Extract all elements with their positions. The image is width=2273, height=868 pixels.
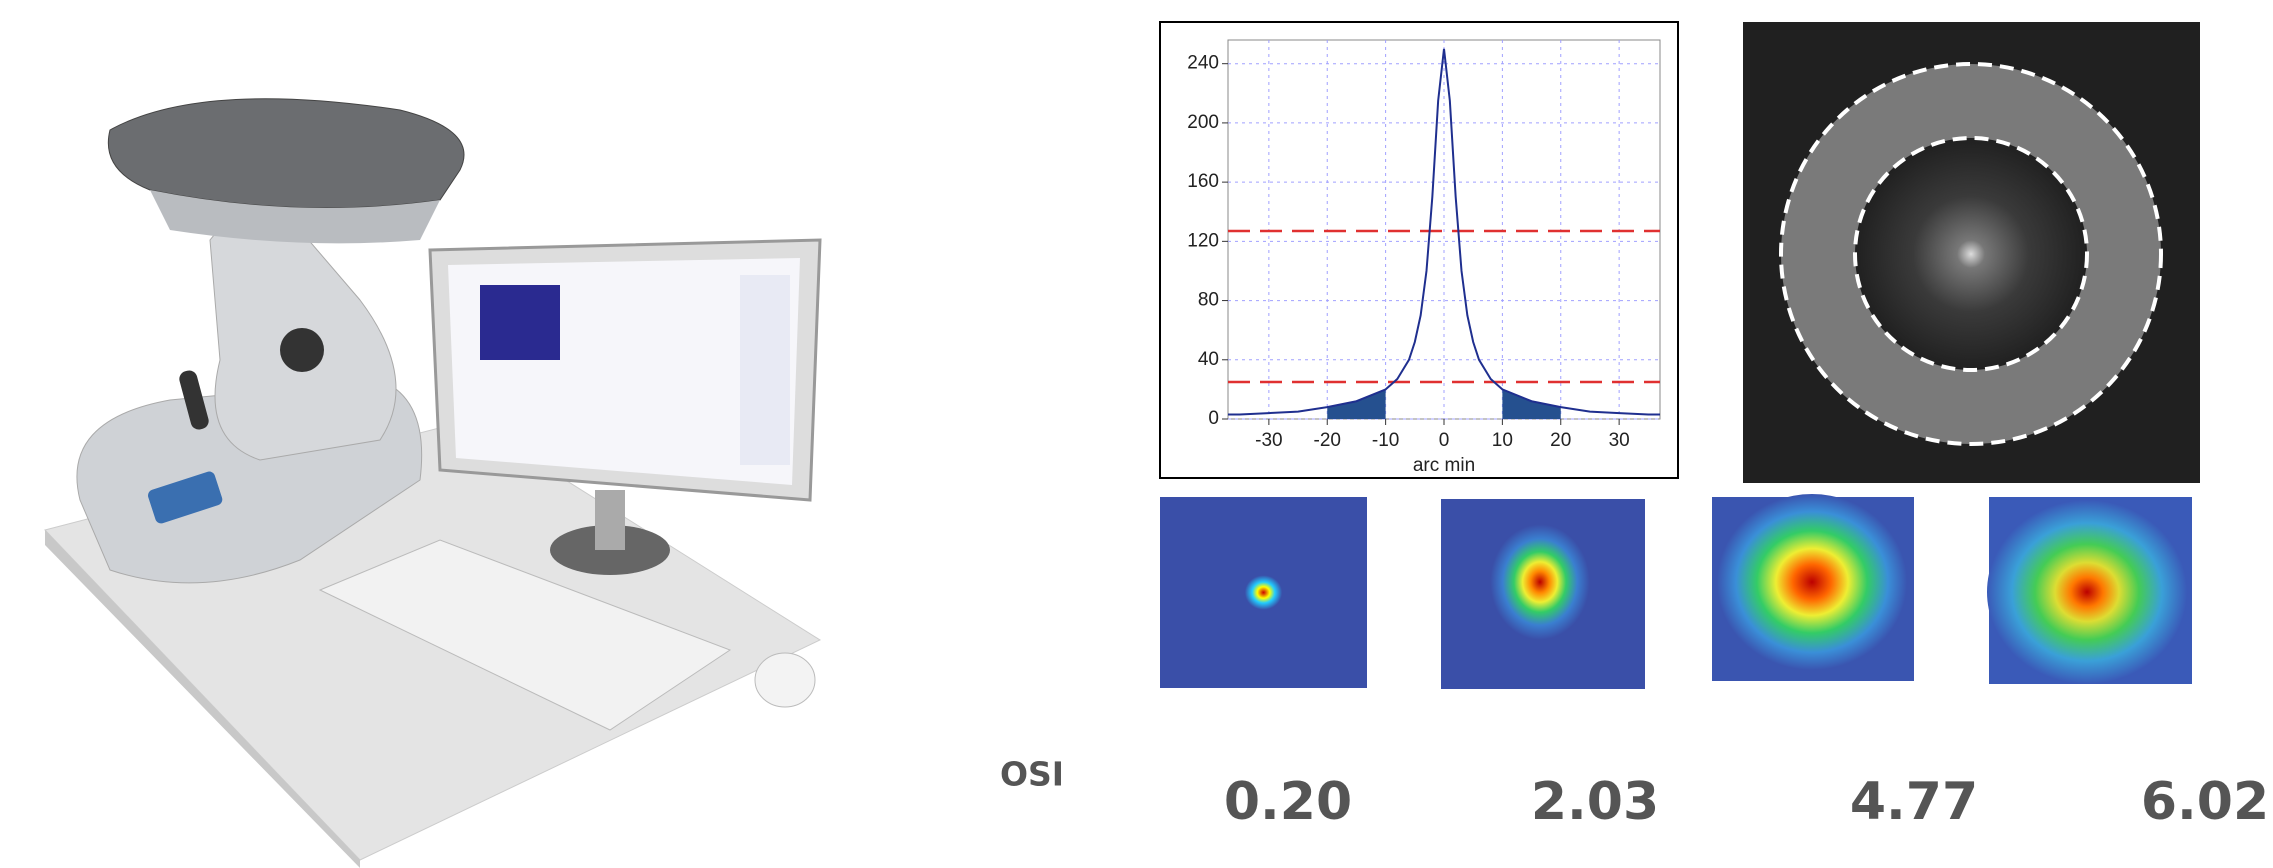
psf-images <box>1160 494 2192 689</box>
line <box>1228 48 1660 416</box>
x-tick-label: -20 <box>1314 430 1341 451</box>
chart-frame <box>1159 21 1679 479</box>
y-tick-label: 80 <box>1198 290 1219 311</box>
osi-value: 4.77 <box>1850 772 1978 832</box>
x-axis-label: arc min <box>1413 455 1475 476</box>
device-photo <box>44 98 822 868</box>
plot: 0 40 80 120 160 200 240 -30 -20 -10 0 10 20 30 <box>1187 40 1660 451</box>
x-tick-label: -30 <box>1255 430 1282 451</box>
x-tick-label: 20 <box>1550 430 1571 451</box>
x-tick-label: 30 <box>1609 430 1630 451</box>
osi-values: 0.20 2.03 4.77 6.02 <box>1224 772 2269 832</box>
y-tick-label: 120 <box>1187 230 1219 251</box>
y-tick-label: 0 <box>1208 408 1219 429</box>
y-tick-label: 200 <box>1187 112 1219 133</box>
x-tick-label: 0 <box>1439 430 1450 451</box>
x-tick-label: -10 <box>1372 430 1399 451</box>
tail-area <box>1327 389 1386 419</box>
x-tick-label: 10 <box>1492 430 1513 451</box>
osi-label: OSI <box>1000 755 1064 794</box>
osi-value: 0.20 <box>1224 772 1352 832</box>
osi-value: 2.03 <box>1531 772 1659 832</box>
osi-value: 6.02 <box>2141 772 2269 832</box>
y-tick-label: 160 <box>1187 171 1219 192</box>
pupil-image <box>1743 22 2200 483</box>
y-tick-label: 40 <box>1198 349 1219 370</box>
y-tick-label: 240 <box>1187 53 1219 74</box>
tail-area <box>1502 389 1561 419</box>
